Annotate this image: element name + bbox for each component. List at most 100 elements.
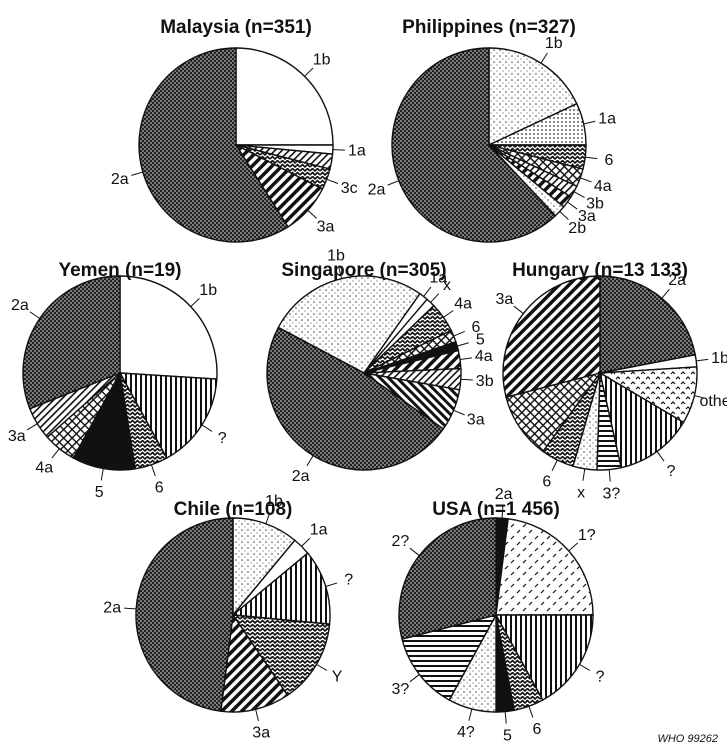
slice-label: ? [596, 669, 605, 686]
pie-slice [391, 47, 557, 243]
slice-label: 3a [317, 218, 335, 235]
label-leader-line [580, 177, 592, 183]
slice-label: 4a [35, 459, 53, 476]
label-leader-line [150, 464, 156, 477]
label-leader-line [568, 542, 579, 552]
pie-slice [398, 517, 497, 640]
label-leader-line [579, 663, 591, 671]
slice-label: 4a [454, 296, 472, 313]
pie-chart [138, 47, 334, 243]
label-leader-line [26, 423, 38, 431]
pie-slice [266, 326, 445, 471]
pie-chart [135, 517, 331, 713]
label-leader-line [338, 266, 343, 279]
label-leader-line [696, 358, 709, 362]
label-leader-line [255, 709, 259, 722]
label-leader-line [423, 286, 432, 297]
slice-label: 6 [605, 152, 614, 169]
slice-label: 3? [392, 681, 410, 698]
slice-label: 1a [598, 111, 616, 128]
label-leader-line [201, 424, 213, 432]
label-leader-line [409, 674, 420, 683]
chart-title: USA (n=1 456) [432, 499, 560, 520]
slice-label: 2b [568, 220, 586, 237]
pie-chart [266, 275, 462, 471]
slice-label: 2a [292, 468, 310, 485]
label-leader-line [326, 178, 339, 184]
slice-label: 1a [310, 521, 328, 538]
slice-label: 3a [467, 412, 485, 429]
slice-label: 6 [155, 480, 164, 497]
slice-label: 5 [476, 331, 485, 348]
chart-title: Yemen (n=19) [58, 260, 181, 281]
label-leader-line [585, 156, 598, 160]
slice-label: other [699, 393, 727, 410]
chart-title: Chile (n=108) [174, 499, 293, 520]
figure-credit: WHO 99262 [657, 733, 718, 745]
slice-label: 3a [578, 208, 596, 225]
pie-slice [277, 275, 421, 374]
slice-label: 1a [348, 143, 366, 160]
label-leader-line [513, 305, 524, 314]
label-leader-line [100, 468, 104, 481]
slice-label: 1? [578, 527, 596, 544]
slice-label: 1b [313, 51, 331, 68]
pie-chart [502, 275, 698, 471]
slice-label: 6 [542, 474, 551, 491]
slice-label: 2a [11, 297, 29, 314]
label-leader-line [528, 706, 534, 718]
label-leader-line [443, 310, 454, 318]
slice-label: 1b [711, 350, 727, 367]
label-leader-line [460, 378, 473, 381]
label-leader-line [567, 201, 578, 210]
slice-label: 4? [457, 724, 475, 741]
label-leader-line [409, 547, 420, 556]
pie-slice [502, 275, 601, 398]
label-leader-line [582, 468, 586, 481]
label-leader-line [325, 582, 338, 587]
slice-label: 1a [429, 270, 447, 287]
pie-chart [22, 275, 218, 471]
slice-label: 5 [95, 484, 104, 501]
slice-label: 2a [668, 272, 686, 289]
label-leader-line [459, 357, 473, 360]
label-leader-line [504, 711, 507, 724]
label-leader-line [573, 191, 585, 198]
label-leader-line [540, 52, 548, 64]
slice-label: 3c [341, 180, 358, 197]
label-leader-line [301, 537, 311, 547]
slice-label: 1b [327, 247, 345, 264]
label-leader-line [468, 708, 473, 721]
label-leader-line [306, 455, 314, 467]
slice-label: 2a [495, 486, 513, 503]
slice-label: 3a [496, 291, 514, 308]
label-leader-line [583, 120, 596, 125]
label-leader-line [453, 331, 465, 337]
pie-slice [235, 47, 334, 146]
pie-slice [220, 613, 289, 713]
slice-label: 3b [586, 195, 604, 212]
label-leader-line [387, 180, 399, 186]
slice-label: x [577, 485, 585, 502]
label-leader-line [51, 448, 60, 459]
chart-title: Hungary (n=13 133) [512, 260, 688, 281]
label-leader-line [551, 459, 558, 472]
slice-label: 5 [503, 728, 512, 745]
label-leader-line [457, 342, 469, 347]
chart-title: Singapore (n=305) [281, 260, 446, 281]
slice-label: Y [332, 669, 343, 686]
slice-label: 4a [594, 178, 612, 195]
slice-label: ? [218, 430, 227, 447]
pie-slice [138, 47, 289, 243]
slice-label: 2a [368, 182, 386, 199]
slice-label: 4a [475, 348, 493, 365]
slice-label: ? [344, 571, 353, 588]
pie-slice [135, 517, 234, 713]
label-leader-line [131, 171, 143, 176]
label-leader-line [190, 298, 200, 307]
slice-label: ? [667, 463, 676, 480]
slice-label: 3a [252, 725, 270, 742]
slice-label: 6 [533, 721, 542, 738]
pie-slice [598, 371, 685, 469]
